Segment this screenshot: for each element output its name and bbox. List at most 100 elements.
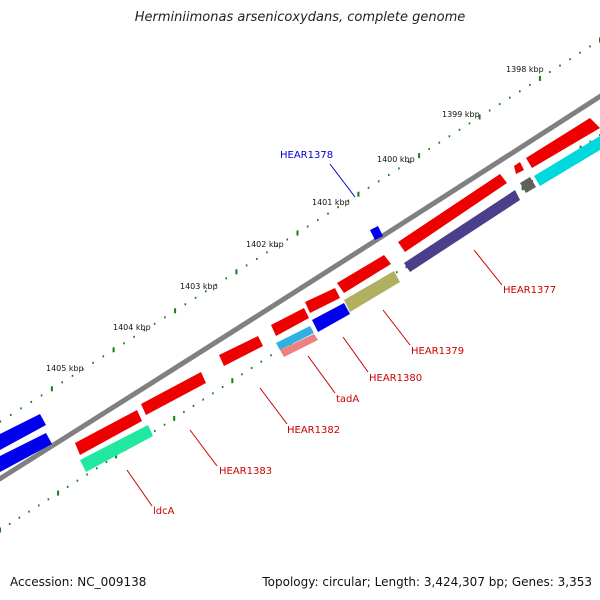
leader-HEAR1383	[189, 429, 218, 467]
gene-blue-left-2[interactable]	[0, 433, 52, 472]
label-ldcA[interactable]: ldcA	[153, 506, 175, 517]
outer-major-tick	[418, 153, 421, 159]
outer-minor-tick	[286, 238, 289, 241]
inner-minor-tick	[212, 392, 214, 395]
map-title: Herminiimonas arsenicoxydans, complete g…	[134, 10, 466, 25]
outer-minor-tick	[377, 180, 380, 183]
outer-minor-tick	[498, 103, 501, 106]
outer-minor-tick	[367, 186, 370, 189]
gene-blue-left-1[interactable]	[0, 414, 46, 450]
scale-labels: 1398 kbp 1399 kbp 1400 kbp 1401 kbp 1402…	[46, 65, 544, 373]
topology-summary: Topology: circular; Length: 3,424,307 bp…	[262, 575, 592, 589]
gene-tadA-outer[interactable]	[271, 308, 309, 336]
gene-HEAR1379[interactable]	[344, 271, 400, 312]
outer-minor-tick	[20, 407, 22, 410]
outer-minor-tick	[133, 335, 135, 338]
outer-minor-tick	[306, 225, 309, 228]
inner-minor-tick	[589, 140, 592, 143]
leader-tadA	[307, 355, 336, 394]
outer-major-tick	[478, 114, 481, 120]
outer-minor-tick	[388, 173, 390, 176]
reverse-strand-genes	[0, 136, 600, 472]
outer-minor-tick	[30, 400, 33, 403]
leader-HEAR1380	[342, 336, 369, 373]
leader-HEAR1382	[259, 387, 288, 425]
outer-minor-tick	[266, 251, 268, 254]
outer-major-tick	[235, 269, 238, 275]
outer-minor-tick	[337, 206, 339, 209]
outer-minor-tick	[327, 212, 329, 215]
scale-label-1404: 1404 kbp	[113, 323, 151, 332]
scale-ring	[0, 37, 600, 423]
inner-major-tick	[57, 490, 60, 496]
gene-HEAR1377[interactable]	[404, 190, 520, 272]
gene-labels: HEAR1378 HEAR1377 HEAR1379 HEAR1380 tadA…	[153, 150, 556, 517]
genome-backbone	[0, 93, 600, 482]
gene-HEAR1383-outer[interactable]	[141, 372, 206, 415]
scale-label-1401: 1401 kbp	[312, 198, 350, 207]
outer-minor-tick	[509, 96, 511, 99]
outer-minor-tick	[428, 148, 430, 151]
inner-minor-tick	[250, 367, 253, 369]
inner-minor-tick	[183, 411, 185, 414]
outer-major-tick	[50, 386, 53, 392]
inner-major-tick	[173, 415, 176, 421]
outer-minor-tick	[448, 135, 451, 138]
gene-HEAR1380[interactable]	[312, 303, 350, 332]
label-HEAR1377[interactable]: HEAR1377	[503, 285, 556, 296]
label-HEAR1382[interactable]: HEAR1382	[287, 425, 340, 436]
inner-major-tick	[0, 527, 1, 533]
gene-ldcA[interactable]	[80, 425, 153, 472]
inner-minor-tick	[96, 467, 98, 470]
inner-minor-tick	[76, 479, 79, 482]
outer-minor-tick	[458, 128, 461, 131]
label-HEAR1383[interactable]: HEAR1383	[219, 466, 272, 477]
gene-HEAR1378[interactable]	[370, 226, 383, 240]
outer-minor-tick	[276, 244, 278, 247]
gene-small-red[interactable]	[514, 162, 524, 174]
outer-minor-tick	[102, 355, 105, 358]
inner-major-tick	[521, 185, 524, 191]
outer-minor-tick	[215, 283, 217, 286]
outer-minor-tick	[549, 71, 551, 73]
inner-minor-tick	[8, 522, 11, 525]
leader-lines	[126, 163, 503, 507]
gene-HEAR1382-outer[interactable]	[219, 336, 263, 366]
scale-label-1405: 1405 kbp	[46, 364, 84, 373]
gene-HEAR1379-outer[interactable]	[337, 255, 391, 293]
inner-minor-tick	[202, 398, 204, 401]
outer-minor-tick	[408, 161, 410, 163]
scale-label-1399: 1399 kbp	[442, 110, 480, 119]
outer-minor-tick	[519, 90, 521, 93]
gene-ldcA-outer[interactable]	[75, 410, 142, 455]
inner-minor-tick	[105, 461, 108, 464]
inner-major-tick	[115, 453, 118, 459]
outer-minor-tick	[61, 381, 63, 384]
gene-HEAR1377-outer[interactable]	[398, 174, 507, 252]
outer-minor-tick	[225, 277, 227, 280]
outer-minor-tick	[143, 329, 146, 332]
outer-major-tick	[112, 347, 115, 353]
label-tadA[interactable]: tadA	[336, 394, 359, 405]
gene-HEAR1380-outer[interactable]	[305, 288, 340, 313]
outer-minor-tick	[569, 58, 571, 61]
leader-ldcA	[126, 469, 153, 507]
gene-gray-small[interactable]	[520, 177, 536, 193]
label-HEAR1380[interactable]: HEAR1380	[369, 373, 422, 384]
scale-label-1398: 1398 kbp	[506, 65, 544, 74]
outer-minor-tick	[164, 316, 166, 319]
outer-minor-tick	[589, 45, 591, 48]
outer-minor-tick	[0, 420, 2, 423]
scale-label-1400: 1400 kbp	[377, 155, 415, 164]
outer-minor-tick	[398, 167, 400, 170]
gene-cyan-right[interactable]	[534, 136, 600, 186]
gene-tadA-cyan[interactable]	[276, 326, 314, 350]
scale-label-1402: 1402 kbp	[246, 240, 284, 249]
outer-minor-tick	[488, 109, 491, 112]
gene-right-edge-red[interactable]	[526, 118, 600, 168]
inner-minor-tick	[28, 510, 30, 513]
label-HEAR1379[interactable]: HEAR1379	[411, 346, 464, 357]
label-HEAR1378[interactable]: HEAR1378	[280, 150, 333, 161]
gene-tadA-pink[interactable]	[280, 334, 318, 357]
